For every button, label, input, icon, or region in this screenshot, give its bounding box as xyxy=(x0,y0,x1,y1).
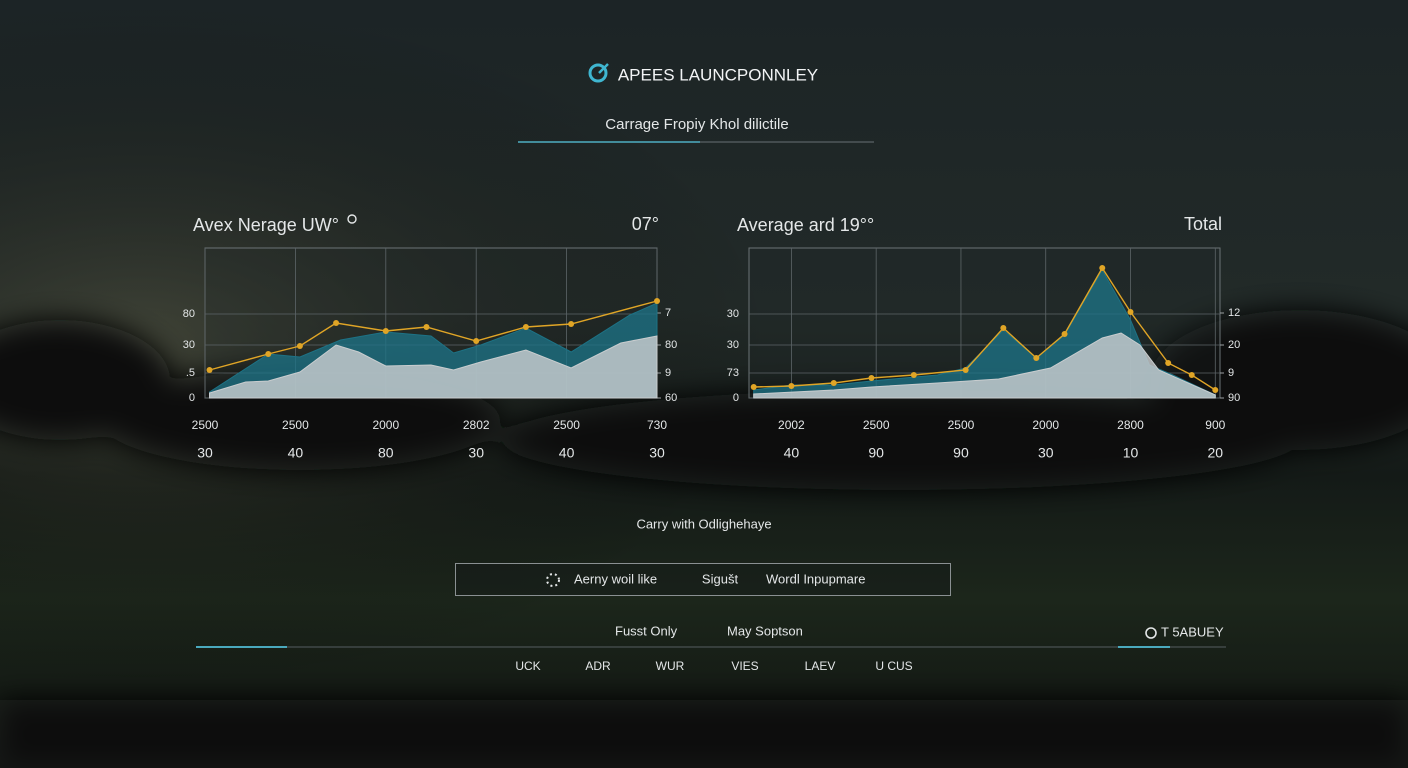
y-tick-label: 0 xyxy=(733,392,739,404)
point xyxy=(206,367,213,373)
x-tick-label: 2500 xyxy=(192,418,219,432)
option[interactable]: Fusst Only xyxy=(615,623,678,638)
line xyxy=(209,300,658,371)
point xyxy=(522,324,529,330)
tab[interactable]: UCK xyxy=(515,659,540,673)
point xyxy=(568,321,575,327)
tab[interactable]: U CUS xyxy=(875,659,912,673)
chart-corner-label: 07° xyxy=(632,214,659,234)
point xyxy=(750,384,757,390)
option[interactable]: May Soptson xyxy=(727,623,803,638)
point xyxy=(1033,355,1040,361)
point xyxy=(1212,387,1219,393)
line xyxy=(753,266,1216,391)
status: T 5ABUEY xyxy=(1161,624,1224,639)
point xyxy=(423,324,430,330)
point xyxy=(296,343,303,349)
chart-title: Avex Nerage UW° xyxy=(193,215,339,235)
tab[interactable]: ADR xyxy=(585,659,611,673)
x-tick-label: 2800 xyxy=(1117,418,1144,432)
subtitle: Carrage Fropiy Khol dilictile xyxy=(605,116,788,133)
prompt: Carry with Odlighehaye xyxy=(636,516,771,531)
tab[interactable]: VIES xyxy=(731,659,758,673)
y2-tick-label: 20 xyxy=(1228,339,1240,351)
point xyxy=(473,338,480,344)
y-tick-label: 73 xyxy=(727,367,739,379)
point xyxy=(382,328,389,334)
point xyxy=(265,351,272,357)
point xyxy=(788,383,795,389)
y2-tick-label: 60 xyxy=(665,392,677,404)
point xyxy=(962,367,969,373)
point xyxy=(1165,360,1172,366)
point xyxy=(1127,309,1134,315)
x-sub-label: 90 xyxy=(868,445,884,461)
y2-tick-label: 9 xyxy=(665,367,671,379)
tab[interactable]: WUR xyxy=(656,659,685,673)
y2-tick-label: 90 xyxy=(1228,392,1240,404)
app-icon xyxy=(598,63,609,74)
x-sub-label: 90 xyxy=(953,445,969,461)
x-tick-label: 2000 xyxy=(1032,418,1059,432)
point xyxy=(654,298,660,304)
action-button[interactable]: Aerny woil like xyxy=(574,571,657,586)
x-sub-label: 40 xyxy=(288,445,304,461)
x-sub-label: 40 xyxy=(784,445,800,461)
x-sub-label: 10 xyxy=(1123,445,1139,461)
tab[interactable]: LAEV xyxy=(805,659,836,673)
area xyxy=(753,332,1216,399)
status-icon xyxy=(1145,627,1157,639)
x-sub-label: 20 xyxy=(1208,445,1224,461)
settings-icon xyxy=(347,214,357,224)
y-tick-label: 80 xyxy=(183,308,195,320)
x-tick-label: 730 xyxy=(647,418,667,432)
x-tick-label: 2500 xyxy=(282,418,309,432)
app-title: APEES LAUNCPONNLEY xyxy=(618,65,818,84)
y2-tick-label: 9 xyxy=(1228,367,1234,379)
point xyxy=(1099,265,1106,271)
y-tick-label: 0 xyxy=(189,392,195,404)
y2-tick-label: 12 xyxy=(1228,307,1240,319)
tree-silhouettes xyxy=(0,310,1408,768)
app-icon xyxy=(588,63,608,83)
x-sub-label: 30 xyxy=(649,445,665,461)
point xyxy=(868,375,875,381)
x-tick-label: 900 xyxy=(1205,418,1225,432)
x-sub-label: 30 xyxy=(1038,445,1054,461)
x-sub-label: 30 xyxy=(468,445,484,461)
action-button[interactable]: Wordl Inpupmare xyxy=(766,571,865,586)
x-tick-label: 2000 xyxy=(372,418,399,432)
x-sub-label: 80 xyxy=(378,445,394,461)
point xyxy=(1000,325,1007,331)
chart-title: Average ard 19°° xyxy=(737,215,874,235)
y-tick-label: 30 xyxy=(727,308,739,320)
x-sub-label: 30 xyxy=(197,445,213,461)
x-sub-label: 40 xyxy=(559,445,575,461)
chart-corner-label: Total xyxy=(1184,214,1222,234)
x-tick-label: 2500 xyxy=(863,418,890,432)
action-button[interactable]: Sigušt xyxy=(702,571,739,586)
x-tick-label: 2500 xyxy=(948,418,975,432)
point xyxy=(333,320,340,326)
action-bar xyxy=(455,563,951,596)
point xyxy=(910,372,917,378)
y-tick-label: 30 xyxy=(183,339,195,351)
point xyxy=(830,380,837,386)
point xyxy=(1061,331,1068,337)
y2-tick-label: 80 xyxy=(665,339,677,351)
y2-tick-label: 7 xyxy=(665,307,671,319)
y-tick-label: 30 xyxy=(727,339,739,351)
area xyxy=(209,335,658,399)
x-tick-label: 2802 xyxy=(463,418,490,432)
x-tick-label: 2002 xyxy=(778,418,805,432)
x-tick-label: 2500 xyxy=(553,418,580,432)
y-tick-label: .5 xyxy=(186,367,195,379)
spinner-icon xyxy=(546,573,560,587)
point xyxy=(1188,372,1195,378)
